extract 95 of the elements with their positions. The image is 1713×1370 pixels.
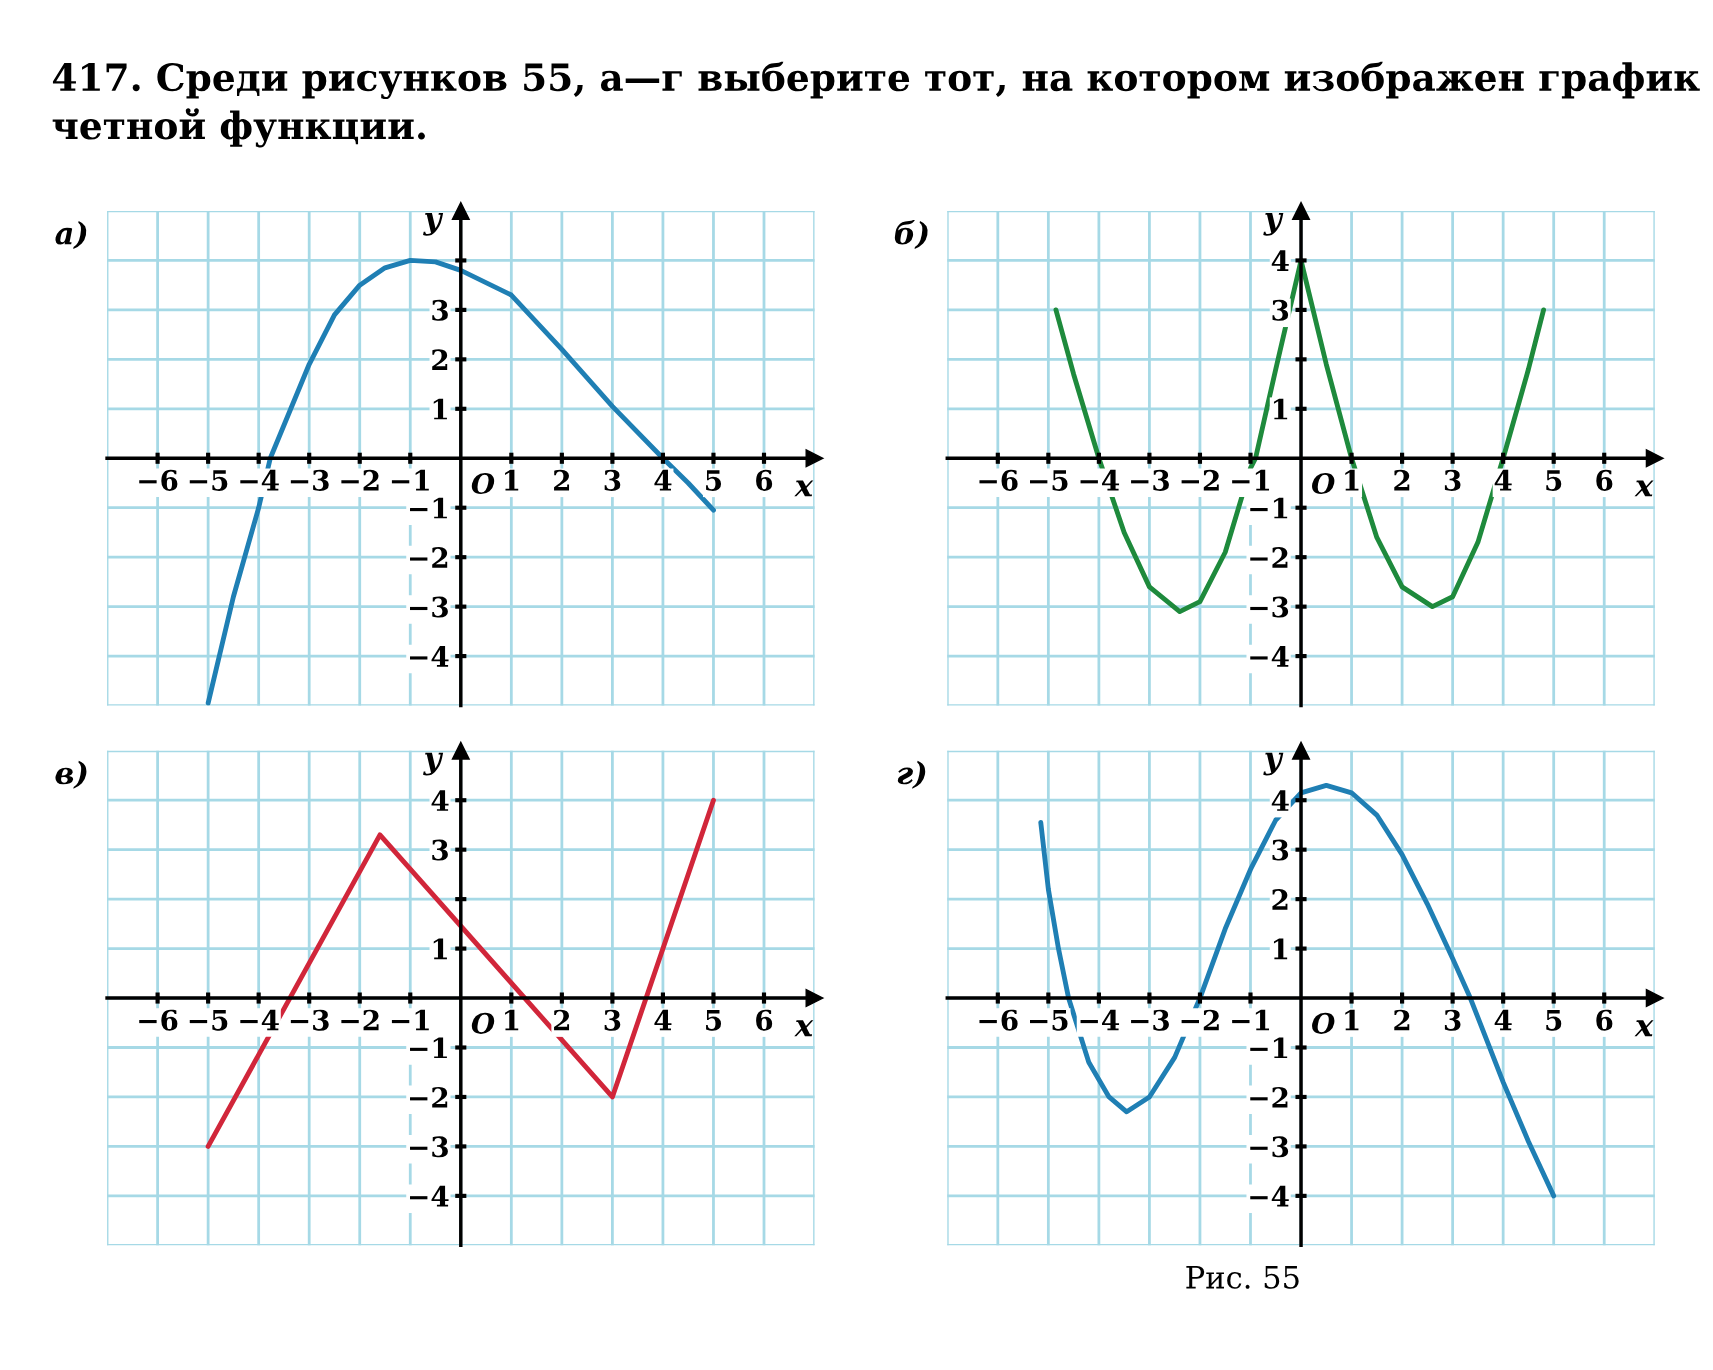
y-tick-label: 3 <box>1272 839 1289 861</box>
x-tick-label: 1 <box>505 469 519 491</box>
x-tick-label: −4 <box>1080 1009 1120 1031</box>
y-tick-label: 3 <box>1272 299 1289 321</box>
y-axis-title: y <box>423 752 444 776</box>
x-tick-label: 6 <box>1596 469 1613 491</box>
x-tick-label: −1 <box>1232 469 1270 491</box>
x-tick-label: 1 <box>505 1009 519 1031</box>
x-axis-title: x <box>1634 480 1654 497</box>
y-tick-label: 4 <box>1271 790 1289 811</box>
x-tick-label: −5 <box>1030 1010 1068 1031</box>
annotation: O <box>1312 473 1335 495</box>
x-tick-label: 1 <box>1345 1009 1359 1031</box>
y-tick-label: −3 <box>1250 596 1289 618</box>
y-tick-label: −2 <box>1250 547 1288 568</box>
y-tick-label: 1 <box>1273 938 1288 960</box>
x-tick-label: 5 <box>1546 470 1562 491</box>
y-tick-label: 3 <box>432 839 448 861</box>
x-tick-label: 3 <box>604 469 621 491</box>
y-tick-label: −2 <box>410 547 448 568</box>
y-tick-label: −4 <box>410 646 449 667</box>
chart-title: в) <box>55 760 87 789</box>
x-tick-label: −3 <box>1131 1009 1169 1031</box>
x-tick-label: 5 <box>1546 1010 1562 1031</box>
x-tick-label: −4 <box>240 1009 279 1031</box>
x-tick-label: 6 <box>756 469 773 491</box>
x-tick-label: 2 <box>554 469 570 491</box>
y-tick-label: −4 <box>1250 646 1289 667</box>
text: 417. Среди рисунков 55, а—г выберите тот, на котором изображен график четной функции. <box>52 61 1700 148</box>
x-tick-label: 2 <box>1394 469 1410 491</box>
x-tick-label: −1 <box>1232 1009 1270 1031</box>
x-tick-label: 4 <box>654 469 672 491</box>
x-tick-label: −2 <box>1181 469 1219 491</box>
x-tick-label: 4 <box>654 1009 672 1031</box>
y-tick-label: −1 <box>410 497 447 519</box>
annotation: O <box>471 473 495 495</box>
y-axis-title: y <box>423 213 444 236</box>
y-axis-title: y <box>1263 752 1284 776</box>
x-tick-label: −2 <box>1181 1009 1219 1031</box>
annotation: O <box>1312 1012 1335 1034</box>
y-tick-label: −2 <box>1250 1086 1288 1108</box>
x-tick-label: −2 <box>341 1009 379 1031</box>
x-tick-label: −6 <box>139 1009 178 1031</box>
x-tick-label: 3 <box>1444 1009 1461 1031</box>
x-tick-label: −4 <box>1080 469 1120 491</box>
y-tick-label: 4 <box>1271 250 1289 271</box>
x-tick-label: 2 <box>1394 1009 1410 1031</box>
x-tick-label: −3 <box>290 469 329 491</box>
x-tick-label: −6 <box>139 469 178 491</box>
y-tick-label: −4 <box>1250 1185 1289 1207</box>
x-tick-label: −4 <box>240 469 279 491</box>
y-tick-label: 1 <box>433 938 447 960</box>
x-tick-label: −5 <box>1030 470 1068 491</box>
x-tick-label: 4 <box>1494 469 1512 491</box>
x-tick-label: −6 <box>979 469 1018 491</box>
y-tick-label: −3 <box>410 1136 448 1158</box>
x-tick-label: 6 <box>1596 1009 1613 1031</box>
y-tick-label: 2 <box>432 349 448 370</box>
x-tick-label: 4 <box>1494 1009 1512 1031</box>
y-tick-label: 1 <box>1273 398 1288 420</box>
chart-title: б) <box>894 220 928 249</box>
chart-title: г) <box>897 760 926 789</box>
y-tick-label: 4 <box>431 790 449 811</box>
x-tick-label: 6 <box>756 1009 773 1031</box>
annotation: O <box>471 1012 495 1034</box>
x-tick-label: −6 <box>979 1009 1018 1031</box>
x-tick-label: 1 <box>1345 469 1359 491</box>
x-tick-label: −3 <box>1131 469 1169 491</box>
x-tick-label: −1 <box>391 1009 429 1031</box>
y-tick-label: −3 <box>1250 1136 1289 1158</box>
x-axis-title: x <box>794 480 814 497</box>
x-axis-title: x <box>794 1020 814 1037</box>
y-tick-label: 3 <box>432 299 448 321</box>
y-tick-label: −4 <box>410 1185 449 1207</box>
y-tick-label: −1 <box>410 1037 447 1059</box>
y-tick-label: 1 <box>433 398 447 420</box>
y-axis-title: y <box>1263 213 1284 236</box>
y-tick-label: −2 <box>410 1086 448 1108</box>
x-axis-title: x <box>1634 1020 1654 1037</box>
y-tick-label: −1 <box>1250 1037 1288 1059</box>
y-tick-label: 2 <box>1272 889 1288 910</box>
x-tick-label: −5 <box>189 470 228 491</box>
text: Рис. 55 <box>1186 1266 1299 1289</box>
x-tick-label: −3 <box>290 1009 329 1031</box>
x-tick-label: −2 <box>341 469 379 491</box>
x-tick-label: 5 <box>706 1010 722 1031</box>
x-tick-label: 2 <box>554 1009 570 1031</box>
x-tick-label: 5 <box>706 470 722 491</box>
x-tick-label: 3 <box>1444 469 1461 491</box>
y-tick-label: −1 <box>1250 497 1288 519</box>
x-tick-label: −1 <box>391 469 429 491</box>
x-tick-label: 3 <box>604 1009 621 1031</box>
x-tick-label: −5 <box>189 1010 228 1031</box>
y-tick-label: −3 <box>410 596 448 618</box>
chart-title: а) <box>55 220 87 249</box>
